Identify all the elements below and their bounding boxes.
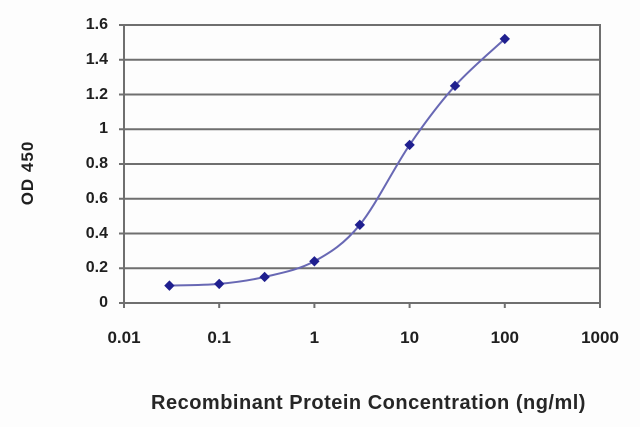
y-axis-tick-label: 1.6: [85, 16, 108, 33]
plot-border: [123, 24, 601, 304]
x-axis-tick-label: 1: [309, 328, 320, 347]
series-line: [169, 38, 506, 287]
y-axis-tick-label: 1: [99, 120, 108, 138]
data-point-marker: [309, 256, 320, 267]
data-point-marker: [214, 278, 225, 290]
y-axis-tick-label: 1.2: [85, 85, 108, 103]
x-axis-tick-label: 100: [490, 328, 519, 347]
x-axis-title: Recombinant Protein Concentration (ng/ml…: [151, 392, 586, 414]
y-axis-tick-label: 0.2: [85, 259, 108, 277]
x-axis-tick-label: 0.01: [107, 328, 141, 347]
y-axis-tick-label: 0: [99, 294, 108, 311]
y-axis-tick-label: 0.6: [85, 189, 108, 207]
y-axis-tick-label: 0.4: [85, 224, 108, 242]
data-point-marker: [259, 271, 270, 283]
x-axis-tick-label: 1000: [581, 328, 619, 347]
data-point-marker: [164, 280, 175, 291]
x-axis-tick-label: 0.1: [207, 328, 231, 347]
y-axis-title: OD 450: [18, 140, 37, 206]
y-axis-tick-label: 1.4: [85, 50, 108, 68]
data-point-marker: [449, 80, 461, 92]
y-axis-tick-label: 0.8: [85, 155, 108, 172]
data-point-marker: [354, 219, 366, 231]
data-point-marker: [499, 33, 510, 45]
data-point-marker: [404, 139, 415, 151]
x-axis-tick-label: 10: [400, 328, 420, 347]
